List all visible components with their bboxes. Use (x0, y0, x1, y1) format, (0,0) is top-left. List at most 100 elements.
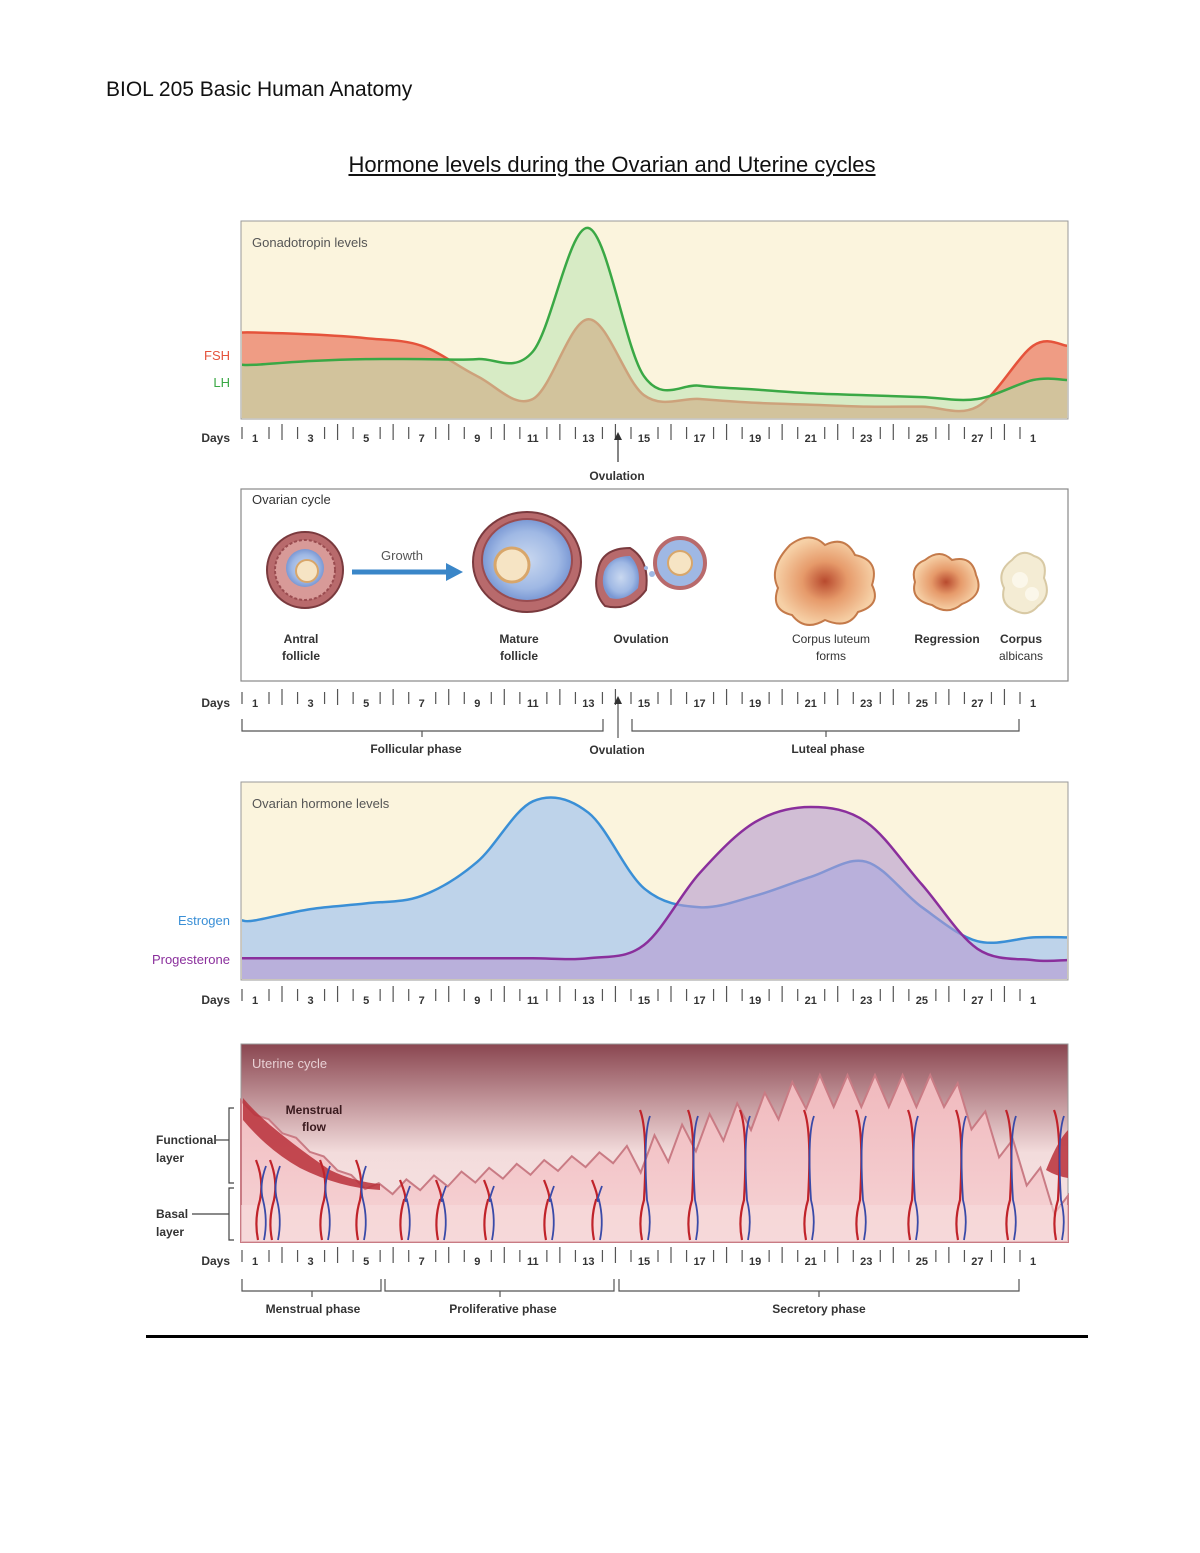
day-tick-label: 17 (693, 433, 705, 445)
day-tick-label: 1 (1030, 433, 1036, 445)
vein (1058, 1115, 1065, 1241)
stage-antral-line1: Antral (284, 632, 319, 646)
mature-follicle-icon (472, 511, 582, 613)
day-tick-label: 13 (582, 995, 594, 1007)
progesterone-line (241, 805, 1068, 963)
day-tick-label: 5 (363, 1256, 369, 1268)
day-tick-label: 7 (419, 433, 425, 445)
regression-icon (912, 553, 980, 612)
day-tick-label: 5 (363, 698, 369, 710)
day-tick-label: 27 (971, 433, 983, 445)
stage-corpus-albicans-line1: Corpus (1000, 632, 1042, 646)
stage-mature-line1: Mature (499, 632, 539, 646)
day-tick-label: 23 (860, 1256, 872, 1268)
vein (324, 1165, 331, 1241)
luteal-phase-label: Luteal phase (791, 742, 865, 756)
vein (912, 1115, 919, 1241)
artery (254, 1159, 263, 1241)
day-tick-label: 1 (252, 698, 258, 710)
day-tick-label: 27 (971, 698, 983, 710)
menstrual-flow-shape (243, 1098, 380, 1190)
artery (354, 1159, 363, 1241)
day-tick-label: 27 (971, 995, 983, 1007)
artery (542, 1179, 551, 1241)
day-tick-label: 23 (860, 433, 872, 445)
vein (596, 1185, 603, 1241)
follicular-phase-label: Follicular phase (370, 742, 462, 756)
day-tick-label: 9 (474, 995, 480, 1007)
stage-ovulation: Ovulation (613, 632, 668, 646)
day-tick-label: 11 (527, 433, 539, 445)
gonadotropin-title: Gonadotropin levels (252, 235, 368, 250)
day-tick-label: 11 (527, 698, 539, 710)
day-tick-label: 13 (582, 433, 594, 445)
day-tick-label: 11 (527, 995, 539, 1007)
artery (802, 1109, 811, 1241)
day-tick-label: 1 (1030, 698, 1036, 710)
progesterone-label: Progesterone (152, 952, 230, 967)
lh-area (242, 227, 1067, 418)
day-tick-label: 9 (474, 433, 480, 445)
day-tick-label: 7 (419, 698, 425, 710)
stage-corpus-luteum-line1: Corpus luteum (792, 632, 870, 646)
vein (360, 1165, 367, 1241)
day-tick-label: 9 (474, 698, 480, 710)
vein (644, 1115, 651, 1241)
artery (482, 1179, 491, 1241)
days-label: Days (201, 696, 230, 710)
day-tick-label: 5 (363, 433, 369, 445)
uterine-cycle-title: Uterine cycle (252, 1056, 327, 1071)
artery (268, 1159, 277, 1241)
stage-antral-line2: follicle (282, 649, 320, 663)
proliferative-phase-label: Proliferative phase (449, 1302, 557, 1316)
day-tick-label: 25 (916, 433, 928, 445)
artery (590, 1179, 599, 1241)
day-tick-label: 21 (805, 1256, 817, 1268)
basal-layer-line2: layer (156, 1225, 184, 1239)
stage-corpus-luteum-line2: forms (816, 649, 846, 663)
day-tick-label: 21 (805, 433, 817, 445)
corpus-luteum-icon (774, 536, 876, 626)
gonadotropin-series (241, 226, 1068, 418)
day-tick-label: 17 (693, 698, 705, 710)
ovarian-hormone-series (241, 796, 1068, 979)
antral-follicle-icon (266, 531, 344, 609)
bottom-rule (146, 1335, 1088, 1338)
artery (906, 1109, 915, 1241)
menstrual-flow-line2: flow (302, 1120, 327, 1134)
vein (1010, 1115, 1017, 1241)
basal-layer-band (241, 1205, 1068, 1242)
artery (1052, 1109, 1061, 1241)
day-tick-label: 25 (916, 1256, 928, 1268)
lh-label: LH (213, 375, 230, 390)
stage-regression: Regression (914, 632, 979, 646)
ovarian-cycle-title: Ovarian cycle (252, 492, 331, 507)
day-tick-label: 7 (419, 1256, 425, 1268)
days-label: Days (201, 431, 230, 445)
uterine-phase-brackets (241, 1279, 1020, 1297)
vein (488, 1185, 495, 1241)
day-tick-label: 3 (308, 1256, 314, 1268)
ovarian-hormone-title: Ovarian hormone levels (252, 796, 390, 811)
day-tick-label: 1 (252, 1256, 258, 1268)
day-tick-label: 25 (916, 698, 928, 710)
artery (638, 1109, 647, 1241)
day-tick-label: 11 (527, 1256, 539, 1268)
day-tick-label: 19 (749, 698, 761, 710)
artery (318, 1159, 327, 1241)
corpus-albicans-icon (1000, 551, 1048, 615)
day-tick-label: 17 (693, 1256, 705, 1268)
day-tick-label: 1 (252, 433, 258, 445)
functional-layer-line1: Functional (156, 1133, 217, 1147)
uterine-cycle-panel: Uterine cycle Menstrual flow (240, 1043, 1069, 1243)
day-tick-label: 19 (749, 433, 761, 445)
day-tick-label: 19 (749, 1256, 761, 1268)
gonadotropin-panel: Gonadotropin levels FSH LH (204, 220, 1069, 420)
day-tick-label: 9 (474, 1256, 480, 1268)
ovarian-cycle-panel: Ovarian cycle Growth (240, 488, 1069, 682)
day-tick-label: 3 (308, 995, 314, 1007)
day-axis-ovarian: Days 1 3 5 7 9 11 13 15 17 19 21 23 25 27 1 (201, 689, 1036, 710)
artery (398, 1179, 407, 1241)
day-tick-label: 5 (363, 995, 369, 1007)
